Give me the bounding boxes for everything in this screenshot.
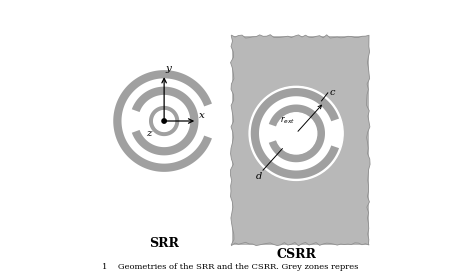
Text: d: d <box>255 172 262 181</box>
Text: CSRR: CSRR <box>276 248 316 261</box>
Text: SRR: SRR <box>149 237 179 250</box>
Polygon shape <box>230 35 370 246</box>
Circle shape <box>249 86 343 180</box>
Text: 1    Geometries of the SRR and the CSRR. Grey zones repres: 1 Geometries of the SRR and the CSRR. Gr… <box>102 263 359 271</box>
Text: x: x <box>199 111 204 120</box>
Text: y: y <box>165 64 171 73</box>
Polygon shape <box>269 104 325 162</box>
Polygon shape <box>251 88 339 179</box>
Text: $r_{ext}$: $r_{ext}$ <box>280 115 295 126</box>
Polygon shape <box>149 106 179 136</box>
Circle shape <box>162 119 166 123</box>
FancyBboxPatch shape <box>231 36 369 245</box>
Polygon shape <box>113 70 212 172</box>
Polygon shape <box>249 86 343 180</box>
Text: c: c <box>329 87 335 97</box>
Circle shape <box>275 113 317 154</box>
Text: z: z <box>146 129 152 138</box>
Polygon shape <box>132 87 199 155</box>
Circle shape <box>154 111 174 131</box>
